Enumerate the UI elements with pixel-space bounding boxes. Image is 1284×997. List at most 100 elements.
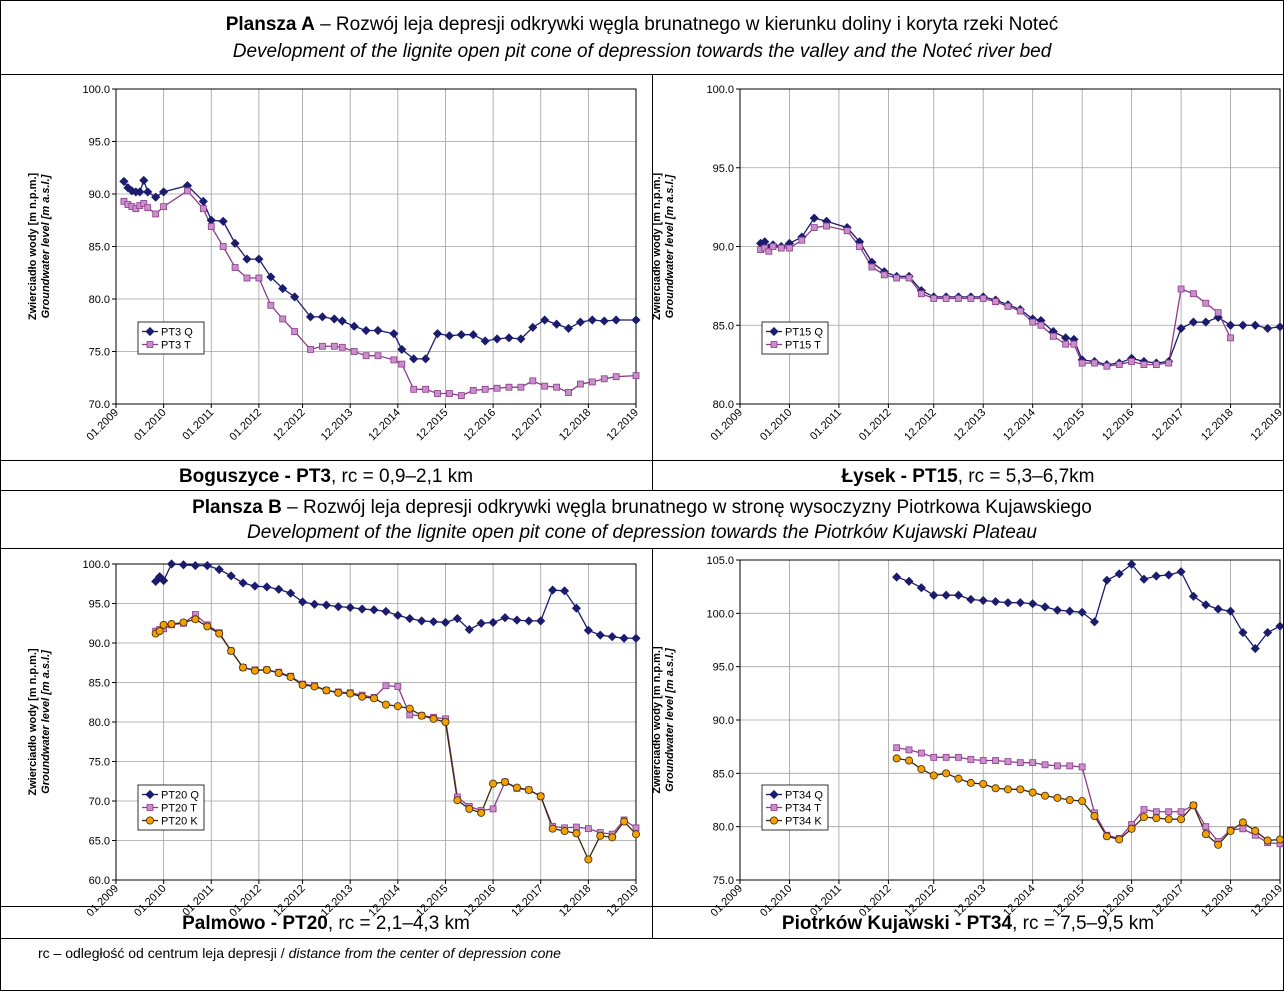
footnote-text: rc – odległość od centrum leja depresji … xyxy=(38,945,289,961)
marker xyxy=(1177,808,1185,816)
x-tick-label: 12.2014 xyxy=(366,407,403,444)
marker xyxy=(1016,785,1025,794)
x-tick-label: 01.2009 xyxy=(85,883,122,920)
marker xyxy=(144,204,152,212)
marker xyxy=(428,617,439,627)
marker xyxy=(305,312,316,322)
marker xyxy=(226,571,236,581)
marker xyxy=(632,372,640,380)
marker xyxy=(619,633,629,643)
marker xyxy=(632,824,640,832)
x-tick-label: 12.2016 xyxy=(462,407,499,444)
marker xyxy=(406,711,414,719)
marker xyxy=(1062,340,1070,348)
marker xyxy=(1127,824,1136,833)
marker xyxy=(501,778,510,787)
y-axis-label-en: Groundwater level [m a.s.l.] xyxy=(40,174,52,318)
y-tick-label: 80.0 xyxy=(713,399,734,411)
station: Łysek - PT15 xyxy=(842,466,959,487)
legend-label: PT20 K xyxy=(161,816,198,828)
marker xyxy=(231,264,239,271)
marker xyxy=(290,292,300,302)
y-tick-label: 85.0 xyxy=(713,320,734,332)
range: , rc = 2,1–4,3 km xyxy=(328,913,470,934)
marker xyxy=(823,222,830,230)
x-tick-label: 12.2017 xyxy=(509,883,546,920)
marker xyxy=(310,682,319,691)
marker xyxy=(1127,559,1137,569)
marker xyxy=(369,605,379,615)
marker xyxy=(612,373,620,381)
marker xyxy=(904,576,914,586)
marker xyxy=(1015,598,1025,608)
marker xyxy=(1250,643,1260,654)
x-tick-label: 12.2015 xyxy=(414,407,451,444)
marker xyxy=(230,238,240,248)
marker xyxy=(167,559,177,569)
marker xyxy=(1128,358,1136,365)
marker xyxy=(456,330,466,340)
marker xyxy=(410,385,418,393)
marker xyxy=(777,244,785,252)
y-tick-label: 85.0 xyxy=(713,768,734,780)
marker xyxy=(563,323,574,333)
marker xyxy=(596,831,605,840)
marker xyxy=(587,315,597,325)
marker xyxy=(1165,808,1173,816)
y-tick-label: 100.0 xyxy=(82,559,110,571)
marker xyxy=(465,804,474,813)
marker xyxy=(565,389,572,396)
marker xyxy=(500,613,510,623)
marker xyxy=(868,263,876,271)
marker xyxy=(512,783,521,792)
marker xyxy=(529,377,537,385)
x-tick-label: 12.2013 xyxy=(319,407,356,444)
marker xyxy=(481,385,489,393)
marker xyxy=(243,274,251,282)
marker xyxy=(255,274,263,282)
plate-title: Plansza A – Rozwój leja depresji odkrywk… xyxy=(226,14,1059,35)
marker xyxy=(1164,815,1173,824)
marker xyxy=(893,744,901,752)
marker xyxy=(358,692,367,701)
x-tick-label: 01.2009 xyxy=(709,883,746,920)
marker xyxy=(357,604,367,614)
marker xyxy=(1089,617,1100,627)
y-tick-label: 60.0 xyxy=(89,875,110,887)
x-tick-label: 01.2010 xyxy=(758,407,795,444)
marker xyxy=(1040,602,1050,612)
marker xyxy=(1238,627,1248,638)
marker xyxy=(892,754,901,763)
y-tick-label: 90.0 xyxy=(713,242,734,254)
marker xyxy=(159,576,169,586)
marker xyxy=(1102,575,1112,585)
marker xyxy=(1139,813,1148,822)
marker xyxy=(942,769,951,778)
marker xyxy=(583,625,593,635)
marker xyxy=(242,254,252,264)
marker xyxy=(1049,332,1057,340)
marker xyxy=(1152,808,1160,816)
marker xyxy=(139,175,149,185)
marker xyxy=(1263,627,1273,638)
marker xyxy=(167,620,176,629)
marker xyxy=(540,315,550,325)
marker xyxy=(893,274,901,282)
y-tick-label: 75.0 xyxy=(89,757,110,769)
y-axis-label-en: Groundwater level [m a.s.l.] xyxy=(664,174,676,318)
marker xyxy=(611,315,621,325)
marker xyxy=(1070,340,1078,348)
marker xyxy=(1016,759,1024,767)
marker xyxy=(1275,621,1284,631)
x-tick-label: 12.2017 xyxy=(509,407,546,444)
marker xyxy=(955,295,962,302)
x-tick-label: 12.2013 xyxy=(952,407,989,444)
footnote: rc – odległość od centrum leja depresji … xyxy=(38,945,561,961)
marker xyxy=(254,254,264,264)
marker xyxy=(362,352,370,360)
legend-label: PT20 Q xyxy=(161,790,199,802)
marker xyxy=(123,183,133,193)
legend-label: PT15 T xyxy=(785,340,821,352)
y-tick-label: 95.0 xyxy=(713,163,734,175)
marker xyxy=(786,244,793,252)
